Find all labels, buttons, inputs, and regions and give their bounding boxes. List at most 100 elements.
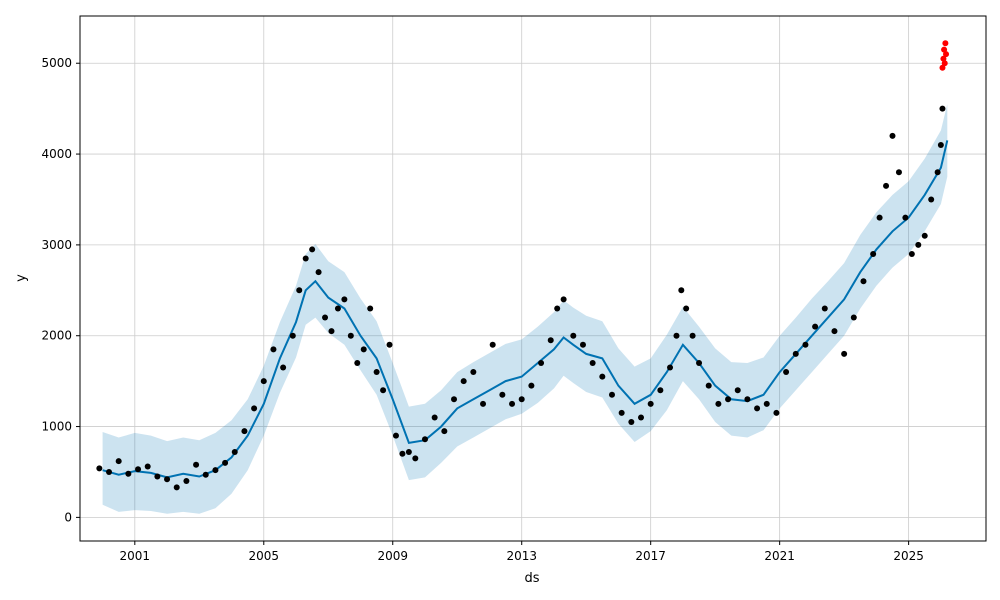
x-tick-label: 2017: [635, 549, 666, 563]
observed-point: [328, 328, 335, 335]
x-tick-label: 2001: [120, 549, 151, 563]
observed-point: [608, 391, 615, 398]
observed-point: [231, 448, 238, 455]
observed-point: [528, 382, 535, 389]
observed-point: [260, 378, 267, 385]
plot-area: [79, 15, 987, 542]
observed-point: [441, 428, 448, 435]
observed-point: [334, 305, 341, 312]
observed-point: [212, 467, 219, 474]
y-tick-label: 5000: [41, 56, 72, 70]
observed-point: [715, 400, 722, 407]
observed-point: [734, 387, 741, 394]
observed-points: [96, 105, 946, 491]
highlight-point: [943, 51, 950, 58]
observed-point: [638, 414, 645, 421]
observed-point: [309, 246, 316, 253]
observed-point: [144, 463, 151, 470]
observed-point: [673, 332, 680, 339]
uncertainty-interval: [102, 104, 948, 514]
observed-point: [773, 409, 780, 416]
observed-point: [270, 346, 277, 353]
highlight-point: [941, 60, 948, 67]
observed-point: [589, 359, 596, 366]
observed-point: [154, 473, 161, 480]
observed-point: [354, 359, 361, 366]
y-axis-label: y: [14, 274, 29, 282]
observed-point: [360, 346, 367, 353]
observed-point: [347, 332, 354, 339]
observed-point: [705, 382, 712, 389]
observed-point: [915, 241, 922, 248]
observed-point: [315, 269, 322, 276]
observed-point: [889, 132, 896, 139]
observed-point: [96, 465, 103, 472]
observed-point: [302, 255, 309, 262]
observed-point: [870, 250, 877, 257]
observed-point: [860, 278, 867, 285]
observed-point: [683, 305, 690, 312]
observed-point: [341, 296, 348, 303]
observed-point: [876, 214, 883, 221]
observed-point: [547, 337, 554, 344]
observed-point: [135, 466, 142, 473]
y-tick-label: 1000: [41, 420, 72, 434]
observed-point: [193, 461, 200, 468]
observed-point: [667, 364, 674, 371]
observed-point: [618, 409, 625, 416]
observed-point: [883, 182, 890, 189]
observed-point: [106, 468, 113, 475]
observed-point: [689, 332, 696, 339]
observed-point: [928, 196, 935, 203]
forecast-line: [102, 140, 949, 479]
observed-point: [296, 287, 303, 294]
observed-point: [289, 332, 296, 339]
observed-point: [560, 296, 567, 303]
observed-point: [696, 359, 703, 366]
observed-point: [173, 484, 180, 491]
observed-point: [570, 332, 577, 339]
observed-point: [850, 314, 857, 321]
observed-point: [934, 169, 941, 176]
observed-point: [725, 396, 732, 403]
observed-point: [783, 369, 790, 376]
observed-point: [380, 387, 387, 394]
y-axis-ticks: 0 1000 2000 3000 4000 5000: [41, 56, 80, 524]
observed-point: [908, 250, 915, 257]
observed-point: [821, 305, 828, 312]
observed-point: [222, 459, 229, 466]
observed-point: [202, 471, 209, 478]
observed-point: [579, 341, 586, 348]
x-tick-label: 2005: [249, 549, 280, 563]
observed-point: [657, 387, 664, 394]
x-axis-ticks: 2001 2005 2009 2013 2017 2021 2025: [120, 541, 924, 563]
observed-point: [554, 305, 561, 312]
observed-point: [183, 478, 190, 485]
observed-point: [386, 341, 393, 348]
y-tick-label: 3000: [41, 238, 72, 252]
highlight-point: [941, 46, 948, 53]
observed-point: [902, 214, 909, 221]
y-tick-label: 0: [64, 510, 72, 524]
observed-point: [280, 364, 287, 371]
observed-point: [599, 373, 606, 380]
observed-point: [538, 359, 545, 366]
observed-point: [399, 450, 406, 457]
y-tick-label: 4000: [41, 147, 72, 161]
observed-point: [421, 436, 428, 443]
observed-point: [251, 405, 258, 412]
observed-point: [115, 458, 122, 465]
observed-point: [480, 400, 487, 407]
observed-point: [489, 341, 496, 348]
observed-point: [895, 169, 902, 176]
observed-point: [373, 369, 380, 376]
observed-point: [921, 232, 928, 239]
observed-point: [518, 396, 525, 403]
y-tick-label: 2000: [41, 329, 72, 343]
highlight-point: [940, 55, 947, 62]
observed-point: [792, 350, 799, 357]
observed-point: [802, 341, 809, 348]
observed-point: [754, 405, 761, 412]
